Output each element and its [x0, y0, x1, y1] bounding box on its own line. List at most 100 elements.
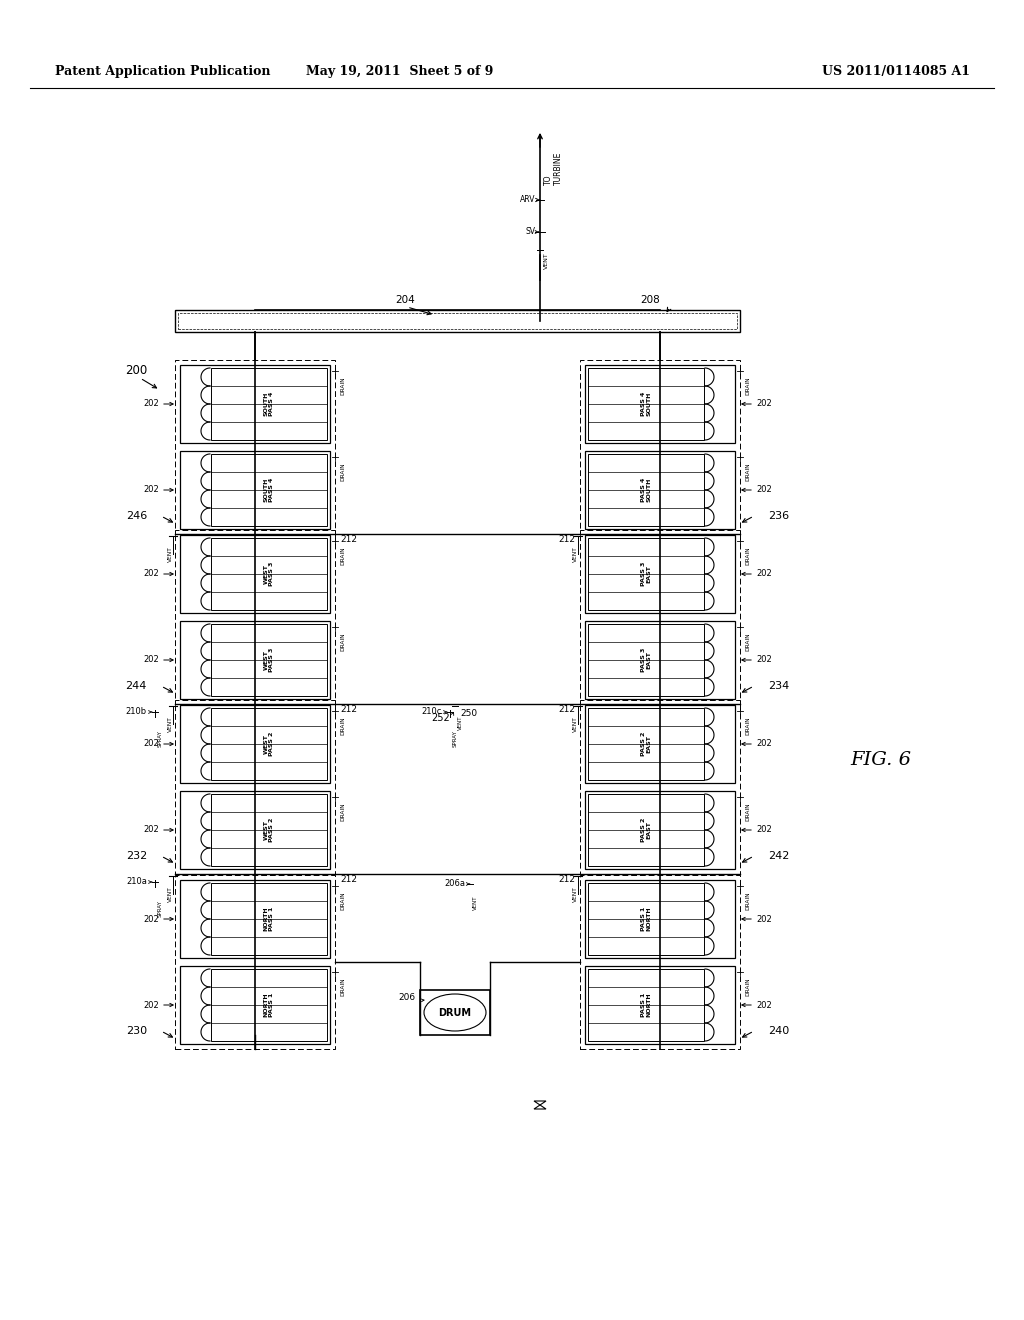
Text: PASS 4
SOUTH: PASS 4 SOUTH [641, 392, 651, 416]
Bar [175, 360, 335, 535]
Text: WEST
PASS 2: WEST PASS 2 [264, 818, 274, 842]
Bar [211, 795, 327, 866]
Text: VENT: VENT [168, 886, 172, 902]
Text: WEST
PASS 3: WEST PASS 3 [264, 562, 274, 586]
Text: ARV: ARV [519, 195, 535, 205]
Bar [211, 708, 327, 780]
Text: DRAIN: DRAIN [340, 803, 345, 821]
Bar [175, 310, 740, 333]
Bar [180, 620, 330, 700]
Text: VENT: VENT [168, 546, 172, 562]
Bar [585, 366, 735, 444]
Bar [211, 539, 327, 610]
Text: PASS 4
SOUTH: PASS 4 SOUTH [641, 478, 651, 502]
Text: DRAIN: DRAIN [745, 376, 750, 395]
Bar [180, 451, 330, 529]
Text: DRAIN: DRAIN [340, 632, 345, 651]
Text: DRAIN: DRAIN [340, 546, 345, 565]
Text: 212: 212 [558, 705, 575, 714]
Bar [580, 360, 740, 535]
Bar [420, 990, 490, 1035]
Text: PASS 3
EAST: PASS 3 EAST [641, 562, 651, 586]
Text: PASS 2
EAST: PASS 2 EAST [641, 731, 651, 756]
Text: PASS 3
EAST: PASS 3 EAST [641, 648, 651, 672]
Text: 202: 202 [143, 569, 159, 578]
Text: SPRAY: SPRAY [158, 900, 163, 917]
Text: WEST
PASS 3: WEST PASS 3 [264, 648, 274, 672]
Bar [180, 966, 330, 1044]
Text: 230: 230 [126, 1026, 147, 1036]
Text: DRAIN: DRAIN [745, 463, 750, 482]
Bar [580, 700, 740, 874]
Bar [588, 454, 705, 525]
Text: VENT: VENT [473, 896, 478, 911]
Text: VENT: VENT [458, 715, 463, 730]
Text: May 19, 2011  Sheet 5 of 9: May 19, 2011 Sheet 5 of 9 [306, 66, 494, 78]
Text: 242: 242 [768, 851, 790, 861]
Text: VENT: VENT [572, 886, 578, 902]
Text: DRAIN: DRAIN [745, 717, 750, 735]
Bar [580, 531, 740, 704]
Bar [180, 791, 330, 869]
Text: 236: 236 [768, 511, 790, 521]
Text: VENT: VENT [572, 546, 578, 562]
Bar [585, 966, 735, 1044]
Text: VENT: VENT [168, 715, 172, 731]
Text: SPRAY: SPRAY [453, 730, 458, 747]
Bar [585, 705, 735, 783]
Bar [175, 875, 335, 1049]
Text: 250: 250 [460, 710, 477, 718]
Text: 202: 202 [756, 825, 772, 834]
Text: 212: 212 [558, 875, 575, 884]
Text: VENT: VENT [544, 252, 549, 269]
Bar [588, 708, 705, 780]
Text: TO
TURBINE: TO TURBINE [544, 152, 563, 185]
Text: 252: 252 [431, 713, 450, 723]
Text: 202: 202 [143, 739, 159, 748]
Text: 208: 208 [640, 294, 659, 305]
Bar [178, 313, 737, 329]
Text: DRUM: DRUM [438, 1007, 471, 1018]
Text: DRAIN: DRAIN [340, 463, 345, 482]
Text: 232: 232 [126, 851, 147, 861]
Text: SV: SV [525, 227, 535, 236]
Bar [585, 791, 735, 869]
Text: PASS 1
NORTH: PASS 1 NORTH [641, 993, 651, 1018]
Text: 202: 202 [756, 1001, 772, 1010]
Text: DRAIN: DRAIN [340, 376, 345, 395]
Text: 202: 202 [143, 1001, 159, 1010]
Bar [585, 451, 735, 529]
Text: FIG. 6: FIG. 6 [850, 751, 911, 770]
Text: WEST
PASS 2: WEST PASS 2 [264, 731, 274, 756]
Text: DRAIN: DRAIN [340, 717, 345, 735]
Text: 212: 212 [340, 705, 357, 714]
Bar [211, 969, 327, 1041]
Text: SOUTH
PASS 4: SOUTH PASS 4 [264, 392, 274, 416]
Text: 240: 240 [768, 1026, 790, 1036]
Bar [180, 535, 330, 612]
Bar [175, 700, 335, 874]
Bar [585, 535, 735, 612]
Text: PASS 1
NORTH: PASS 1 NORTH [641, 907, 651, 932]
Text: Patent Application Publication: Patent Application Publication [55, 66, 270, 78]
Text: 202: 202 [756, 400, 772, 408]
Text: DRAIN: DRAIN [745, 546, 750, 565]
Bar [175, 531, 335, 704]
Text: 246: 246 [126, 511, 147, 521]
Bar [585, 620, 735, 700]
Text: US 2011/0114085 A1: US 2011/0114085 A1 [822, 66, 970, 78]
Bar [588, 539, 705, 610]
Text: VENT: VENT [572, 715, 578, 731]
Text: PASS 2
EAST: PASS 2 EAST [641, 818, 651, 842]
Text: DRAIN: DRAIN [745, 978, 750, 997]
Text: DRAIN: DRAIN [745, 632, 750, 651]
Text: 202: 202 [756, 656, 772, 664]
Bar [180, 366, 330, 444]
Text: 204: 204 [395, 294, 415, 305]
Bar [211, 883, 327, 954]
Text: 210c: 210c [422, 708, 442, 717]
Text: 206a: 206a [444, 879, 465, 888]
Text: 202: 202 [756, 569, 772, 578]
Bar [211, 454, 327, 525]
Text: DRAIN: DRAIN [340, 978, 345, 997]
